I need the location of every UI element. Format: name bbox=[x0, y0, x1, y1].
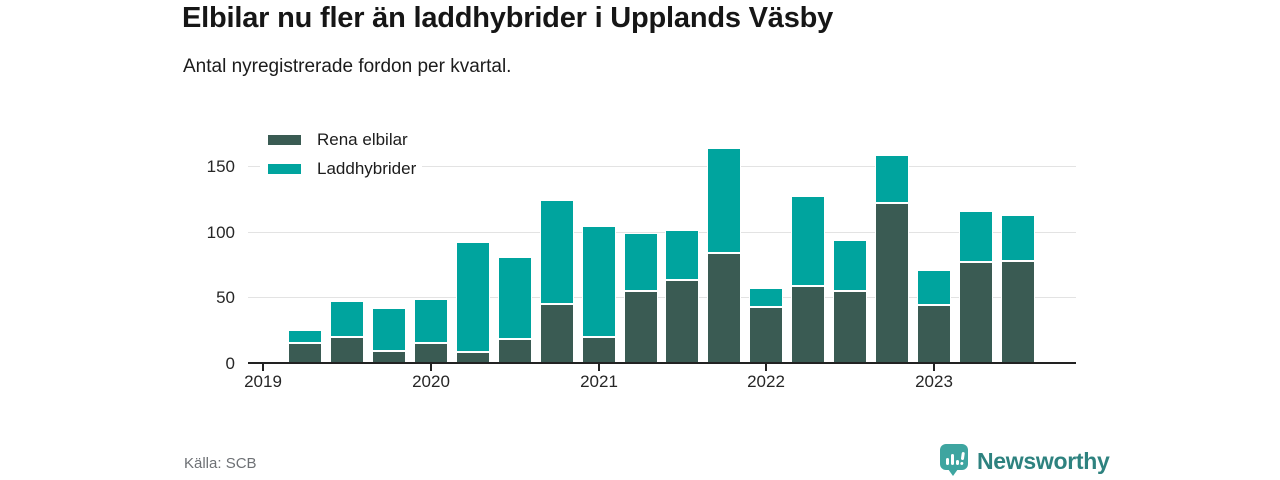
x-axis-tick-2019 bbox=[262, 364, 264, 371]
bar-2022K4-laddhybrider bbox=[875, 155, 909, 203]
bar-2019K3-laddhybrider bbox=[330, 301, 364, 337]
bar-2020K1-laddhybrider bbox=[414, 298, 448, 344]
bar-2022K2-laddhybrider bbox=[791, 196, 825, 286]
x-axis-label-2021: 2021 bbox=[580, 372, 618, 391]
logo-bubble-tail bbox=[948, 469, 958, 476]
bar-2021K4-laddhybrider bbox=[707, 147, 741, 253]
x-axis-line bbox=[248, 362, 1076, 364]
bar-2023K1-rena-elbilar bbox=[917, 305, 951, 363]
bar-2019K2-rena-elbilar bbox=[288, 343, 322, 363]
bar-2022K3-laddhybrider bbox=[833, 239, 867, 291]
logo-bar-icon bbox=[951, 454, 954, 465]
bar-2021K3-rena-elbilar bbox=[665, 280, 699, 363]
bar-2021K3-laddhybrider bbox=[665, 230, 699, 281]
x-axis-label-2022: 2022 bbox=[747, 372, 785, 391]
legend-label: Laddhybrider bbox=[317, 159, 417, 178]
bar-2020K1-rena-elbilar bbox=[414, 343, 448, 363]
bar-2020K2-laddhybrider bbox=[456, 242, 490, 353]
y-axis-label-100: 100 bbox=[206, 222, 235, 242]
legend-swatch-laddhybrider bbox=[268, 164, 301, 174]
bar-2023K1-laddhybrider bbox=[917, 269, 951, 306]
y-axis-label-0: 0 bbox=[225, 354, 235, 373]
bar-2021K2-rena-elbilar bbox=[624, 290, 658, 363]
legend-label: Rena elbilar bbox=[317, 130, 408, 149]
bar-2023K2-rena-elbilar bbox=[959, 261, 993, 363]
legend-swatch-rena-elbilar bbox=[268, 135, 301, 145]
x-axis-tick-2023 bbox=[933, 364, 935, 371]
bar-2022K1-rena-elbilar bbox=[749, 306, 783, 363]
source-caption: Källa: SCB bbox=[184, 455, 257, 472]
legend-item-laddhybrider: Laddhybrider bbox=[268, 159, 416, 179]
bar-2019K3-rena-elbilar bbox=[330, 336, 364, 363]
x-axis-label-2019: 2019 bbox=[244, 372, 282, 391]
bar-2022K1-laddhybrider bbox=[749, 288, 783, 307]
bar-2023K2-laddhybrider bbox=[959, 210, 993, 262]
x-axis-tick-2022 bbox=[765, 364, 767, 371]
y-axis-label-50: 50 bbox=[216, 288, 235, 308]
bar-2020K3-rena-elbilar bbox=[498, 339, 532, 363]
bar-2021K2-laddhybrider bbox=[624, 232, 658, 291]
bar-2022K4-rena-elbilar bbox=[875, 202, 909, 363]
bar-2021K4-rena-elbilar bbox=[707, 252, 741, 363]
logo-bar-icon bbox=[946, 458, 949, 465]
x-axis-label-2020: 2020 bbox=[412, 372, 450, 391]
bar-2020K3-laddhybrider bbox=[498, 256, 532, 340]
newsworthy-wordmark: Newsworthy bbox=[977, 448, 1110, 474]
gridline-100 bbox=[248, 232, 1076, 233]
logo-mini-bars bbox=[946, 451, 965, 466]
newsworthy-logo: Newsworthy bbox=[940, 444, 1110, 479]
x-axis-tick-2021 bbox=[598, 364, 600, 371]
gridline-150 bbox=[248, 166, 1076, 167]
chart-title: Elbilar nu fler än laddhybrider i Upplan… bbox=[182, 2, 834, 34]
bar-2019K2-laddhybrider bbox=[288, 330, 322, 344]
bar-2020K4-rena-elbilar bbox=[540, 303, 574, 363]
logo-bar-icon bbox=[956, 460, 959, 465]
newsworthy-bar-chart-bubble-icon bbox=[940, 444, 968, 479]
bar-2022K2-rena-elbilar bbox=[791, 285, 825, 363]
x-axis-label-2023: 2023 bbox=[915, 372, 953, 391]
bar-2023K3-laddhybrider bbox=[1001, 214, 1035, 261]
plot-area: 0 50 100 150 2019 2020 2021 2022 2023 bbox=[206, 147, 1076, 391]
bar-2022K3-rena-elbilar bbox=[833, 290, 867, 363]
bar-2021K1-rena-elbilar bbox=[582, 336, 616, 363]
bar-2023K3-rena-elbilar bbox=[1001, 260, 1035, 363]
bar-2021K1-laddhybrider bbox=[582, 226, 616, 337]
bar-2019K4-laddhybrider bbox=[372, 307, 406, 352]
gridline-50 bbox=[248, 297, 1076, 298]
y-axis-label-150: 150 bbox=[206, 157, 235, 176]
bar-2020K4-laddhybrider bbox=[540, 200, 574, 304]
chart-subtitle: Antal nyregistrerade fordon per kvartal. bbox=[183, 56, 512, 77]
x-axis-tick-2020 bbox=[430, 364, 432, 371]
legend-item-rena-elbilar: Rena elbilar bbox=[268, 130, 416, 150]
chart-legend: Rena elbilar Laddhybrider bbox=[260, 126, 423, 185]
